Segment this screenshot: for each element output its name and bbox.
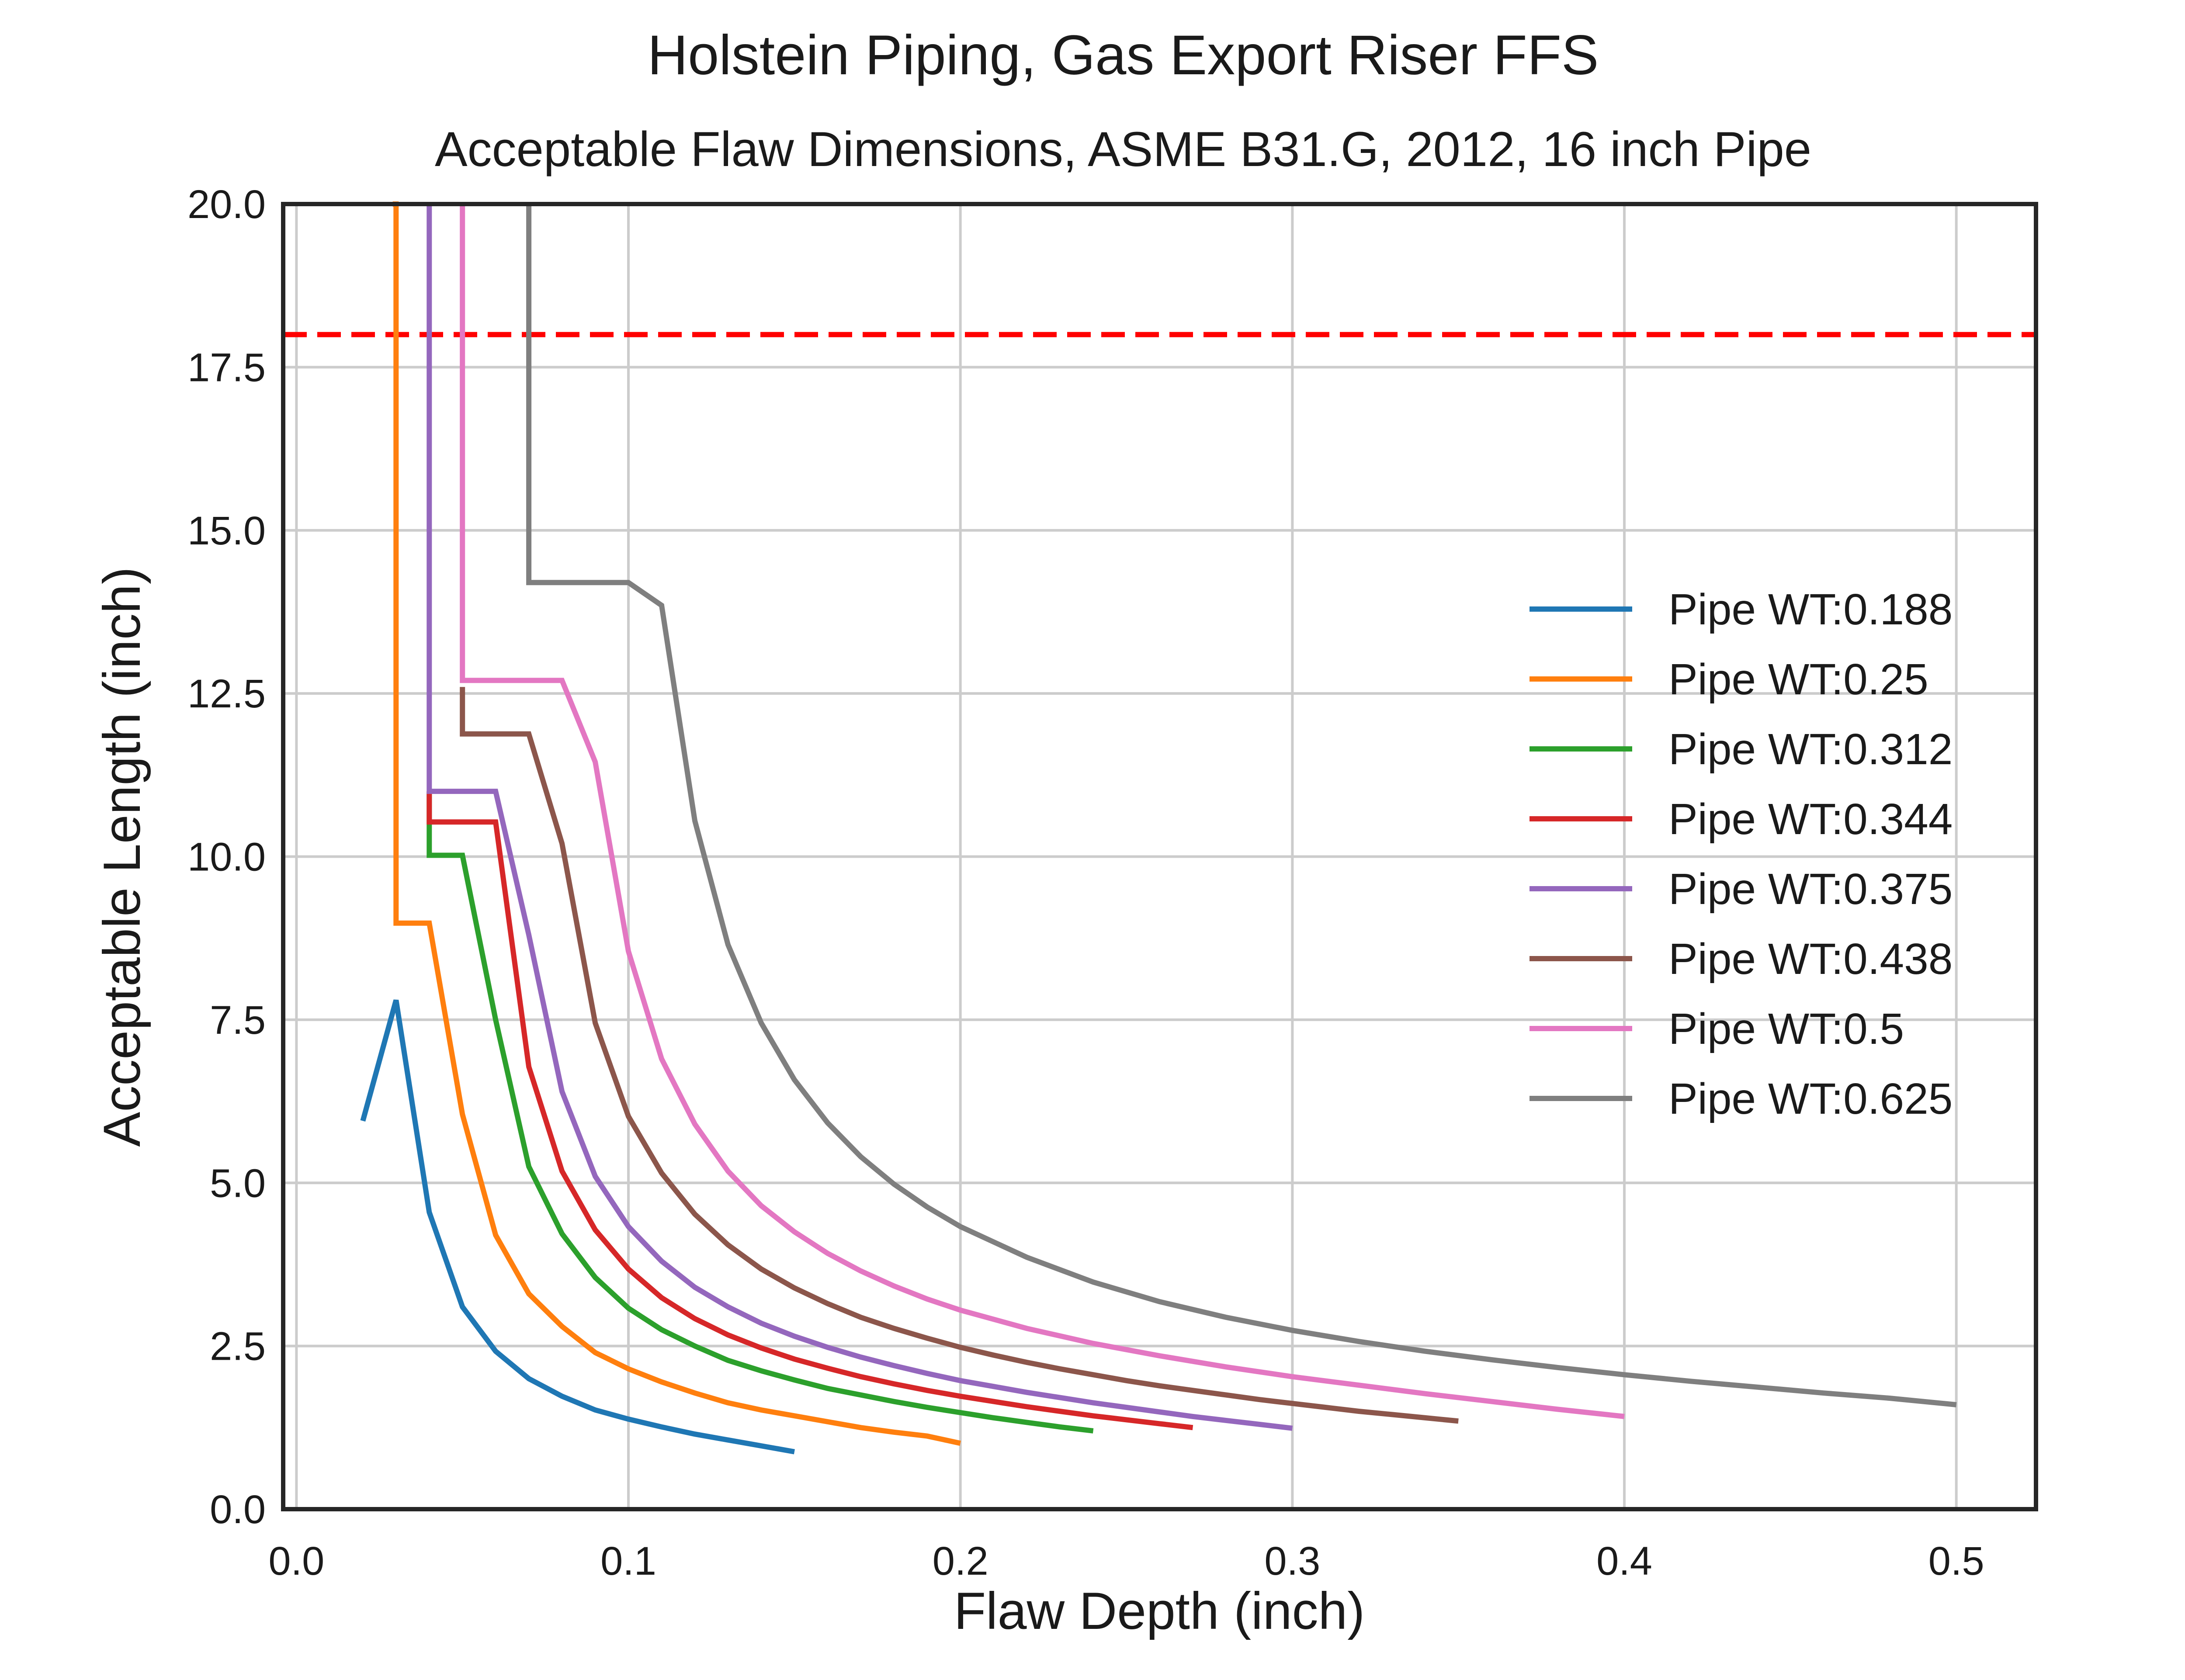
legend-label: Pipe WT:0.312 (1668, 725, 1953, 774)
x-tick-label: 0.2 (933, 1539, 988, 1583)
series-line (392, 201, 961, 1446)
series-line (526, 204, 1957, 1407)
y-tick-label: 15.0 (187, 509, 266, 553)
y-tick-labels: 0.0 2.5 5.0 7.5 10.0 12.5 15.0 17.5 20.0 (187, 182, 266, 1532)
x-tick-label: 0.5 (1928, 1539, 1984, 1583)
series-line (460, 204, 1625, 1419)
series-line (427, 791, 1094, 1434)
y-tick-label: 5.0 (210, 1161, 266, 1205)
y-tick-label: 20.0 (187, 182, 266, 227)
y-tick-label: 17.5 (187, 345, 266, 390)
y-tick-label: 7.5 (210, 998, 266, 1043)
x-tick-label: 0.0 (268, 1539, 324, 1583)
x-tick-labels: 0.0 0.1 0.2 0.3 0.4 0.5 (268, 1539, 1984, 1583)
legend-label: Pipe WT:0.625 (1668, 1074, 1953, 1123)
legend-label: Pipe WT:0.344 (1668, 795, 1953, 844)
y-tick-label: 0.0 (210, 1487, 266, 1532)
plot-frame (281, 202, 2038, 1511)
chart-title: Holstein Piping, Gas Export Riser FFS (648, 24, 1599, 87)
legend-label: Pipe WT:0.375 (1668, 865, 1953, 914)
series-line (427, 204, 1293, 1431)
legend-label: Pipe WT:0.188 (1668, 585, 1953, 634)
y-tick-label: 10.0 (187, 835, 266, 880)
legend-label: Pipe WT:0.5 (1668, 1005, 1904, 1053)
x-tick-label: 0.4 (1596, 1539, 1652, 1583)
series-line (460, 687, 1459, 1424)
chart-subtitle: Acceptable Flaw Dimensions, ASME B31.G, … (435, 122, 1811, 177)
y-axis-label: Acceptable Length (inch) (93, 567, 151, 1147)
legend-label: Pipe WT:0.25 (1668, 655, 1928, 704)
x-axis-label: Flaw Depth (inch) (954, 1582, 1365, 1640)
series-line (360, 999, 795, 1455)
y-tick-label: 12.5 (187, 672, 266, 716)
x-tick-label: 0.3 (1264, 1539, 1320, 1583)
series-line (427, 791, 1193, 1431)
series-layer (360, 201, 1957, 1455)
y-tick-label: 2.5 (210, 1324, 266, 1369)
legend: Pipe WT:0.188 Pipe WT:0.25 Pipe WT:0.312 Pi… (1530, 585, 1953, 1123)
x-tick-label: 0.1 (600, 1539, 656, 1583)
legend-label: Pipe WT:0.438 (1668, 935, 1953, 984)
